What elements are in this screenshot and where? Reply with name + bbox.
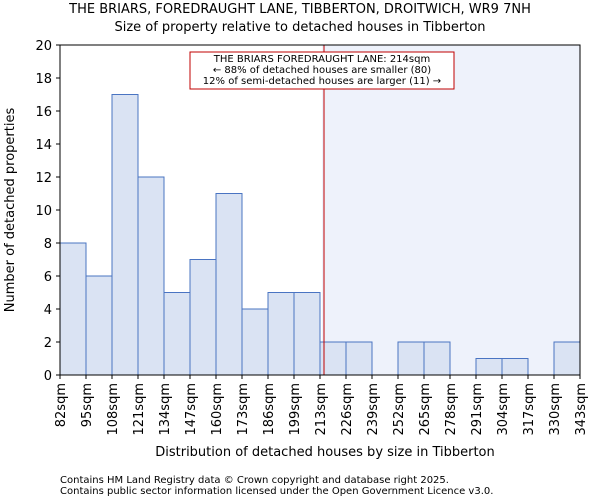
bar-95sqm [85,275,113,376]
x-tick-label: 265sqm [418,383,433,436]
bar-291sqm [475,358,503,376]
bar-173sqm [241,308,269,376]
bar-252sqm [397,341,425,376]
bar-330sqm [553,341,581,376]
y-tick-label: 16 [35,105,52,120]
y-tick-label: 18 [35,72,52,87]
bars-group [59,94,581,376]
annotation-line-1: THE BRIARS FOREDRAUGHT LANE: 214sqm [213,54,430,65]
highlight-region [322,45,580,375]
x-tick-label: 134sqm [158,383,173,436]
annotation-box: THE BRIARS FOREDRAUGHT LANE: 214sqm ← 88… [189,51,455,90]
x-axis-label: Distribution of detached houses by size … [155,445,495,460]
x-tick-label: 95sqm [80,383,95,427]
y-tick-label: 6 [44,270,52,285]
y-tick-label: 0 [44,369,52,384]
bar-304sqm [501,358,529,376]
x-tick-label: 317sqm [522,383,537,436]
x-tick-label: 160sqm [210,383,225,436]
x-tick-label: 239sqm [366,383,381,436]
bar-147sqm [189,259,217,376]
bar-199sqm [293,292,321,376]
footer-line-1: Contains HM Land Registry data © Crown c… [60,475,449,486]
y-axis-ticks: 0 2 4 6 8 10 12 14 16 18 20 [35,39,60,384]
bar-134sqm [163,292,191,376]
annotation-line-2: ← 88% of detached houses are smaller (80… [213,65,431,76]
x-tick-label: 226sqm [340,383,355,436]
x-tick-label: 108sqm [106,383,121,436]
x-tick-label: 147sqm [184,383,199,436]
y-tick-label: 4 [44,303,52,318]
y-tick-label: 12 [35,171,52,186]
x-tick-label: 278sqm [444,383,459,436]
x-tick-label: 121sqm [132,383,147,436]
chart-title: THE BRIARS, FOREDRAUGHT LANE, TIBBERTON,… [68,2,531,17]
bar-121sqm [137,176,165,376]
x-tick-label: 186sqm [262,383,277,436]
y-tick-label: 10 [35,204,52,219]
y-axis-label: Number of detached properties [3,108,18,313]
x-tick-label: 291sqm [470,383,485,436]
x-tick-label: 304sqm [496,383,511,436]
x-tick-label: 199sqm [288,383,303,436]
x-tick-label: 343sqm [574,383,589,436]
y-tick-label: 14 [35,138,52,153]
bar-226sqm [345,341,373,376]
x-tick-label: 173sqm [236,383,251,436]
bar-160sqm [215,193,243,376]
bar-108sqm [111,94,139,376]
y-tick-label: 8 [44,237,52,252]
bar-265sqm [423,341,451,376]
annotation-line-3: 12% of semi-detached houses are larger (… [203,76,441,87]
bar-186sqm [267,292,295,376]
y-tick-label: 2 [44,336,52,351]
footer-line-2: Contains public sector information licen… [60,486,493,497]
x-axis-ticks: 82sqm 95sqm 108sqm 121sqm 134sqm 147sqm 160sqm… [54,375,589,436]
chart-subtitle: Size of property relative to detached ho… [114,20,485,35]
x-tick-label: 213sqm [314,383,329,436]
bar-82sqm [59,242,87,376]
annotation-frame [189,51,455,90]
x-tick-label: 82sqm [54,383,69,427]
x-tick-label: 330sqm [548,383,563,436]
x-tick-label: 252sqm [392,383,407,436]
y-tick-label: 20 [35,39,52,54]
